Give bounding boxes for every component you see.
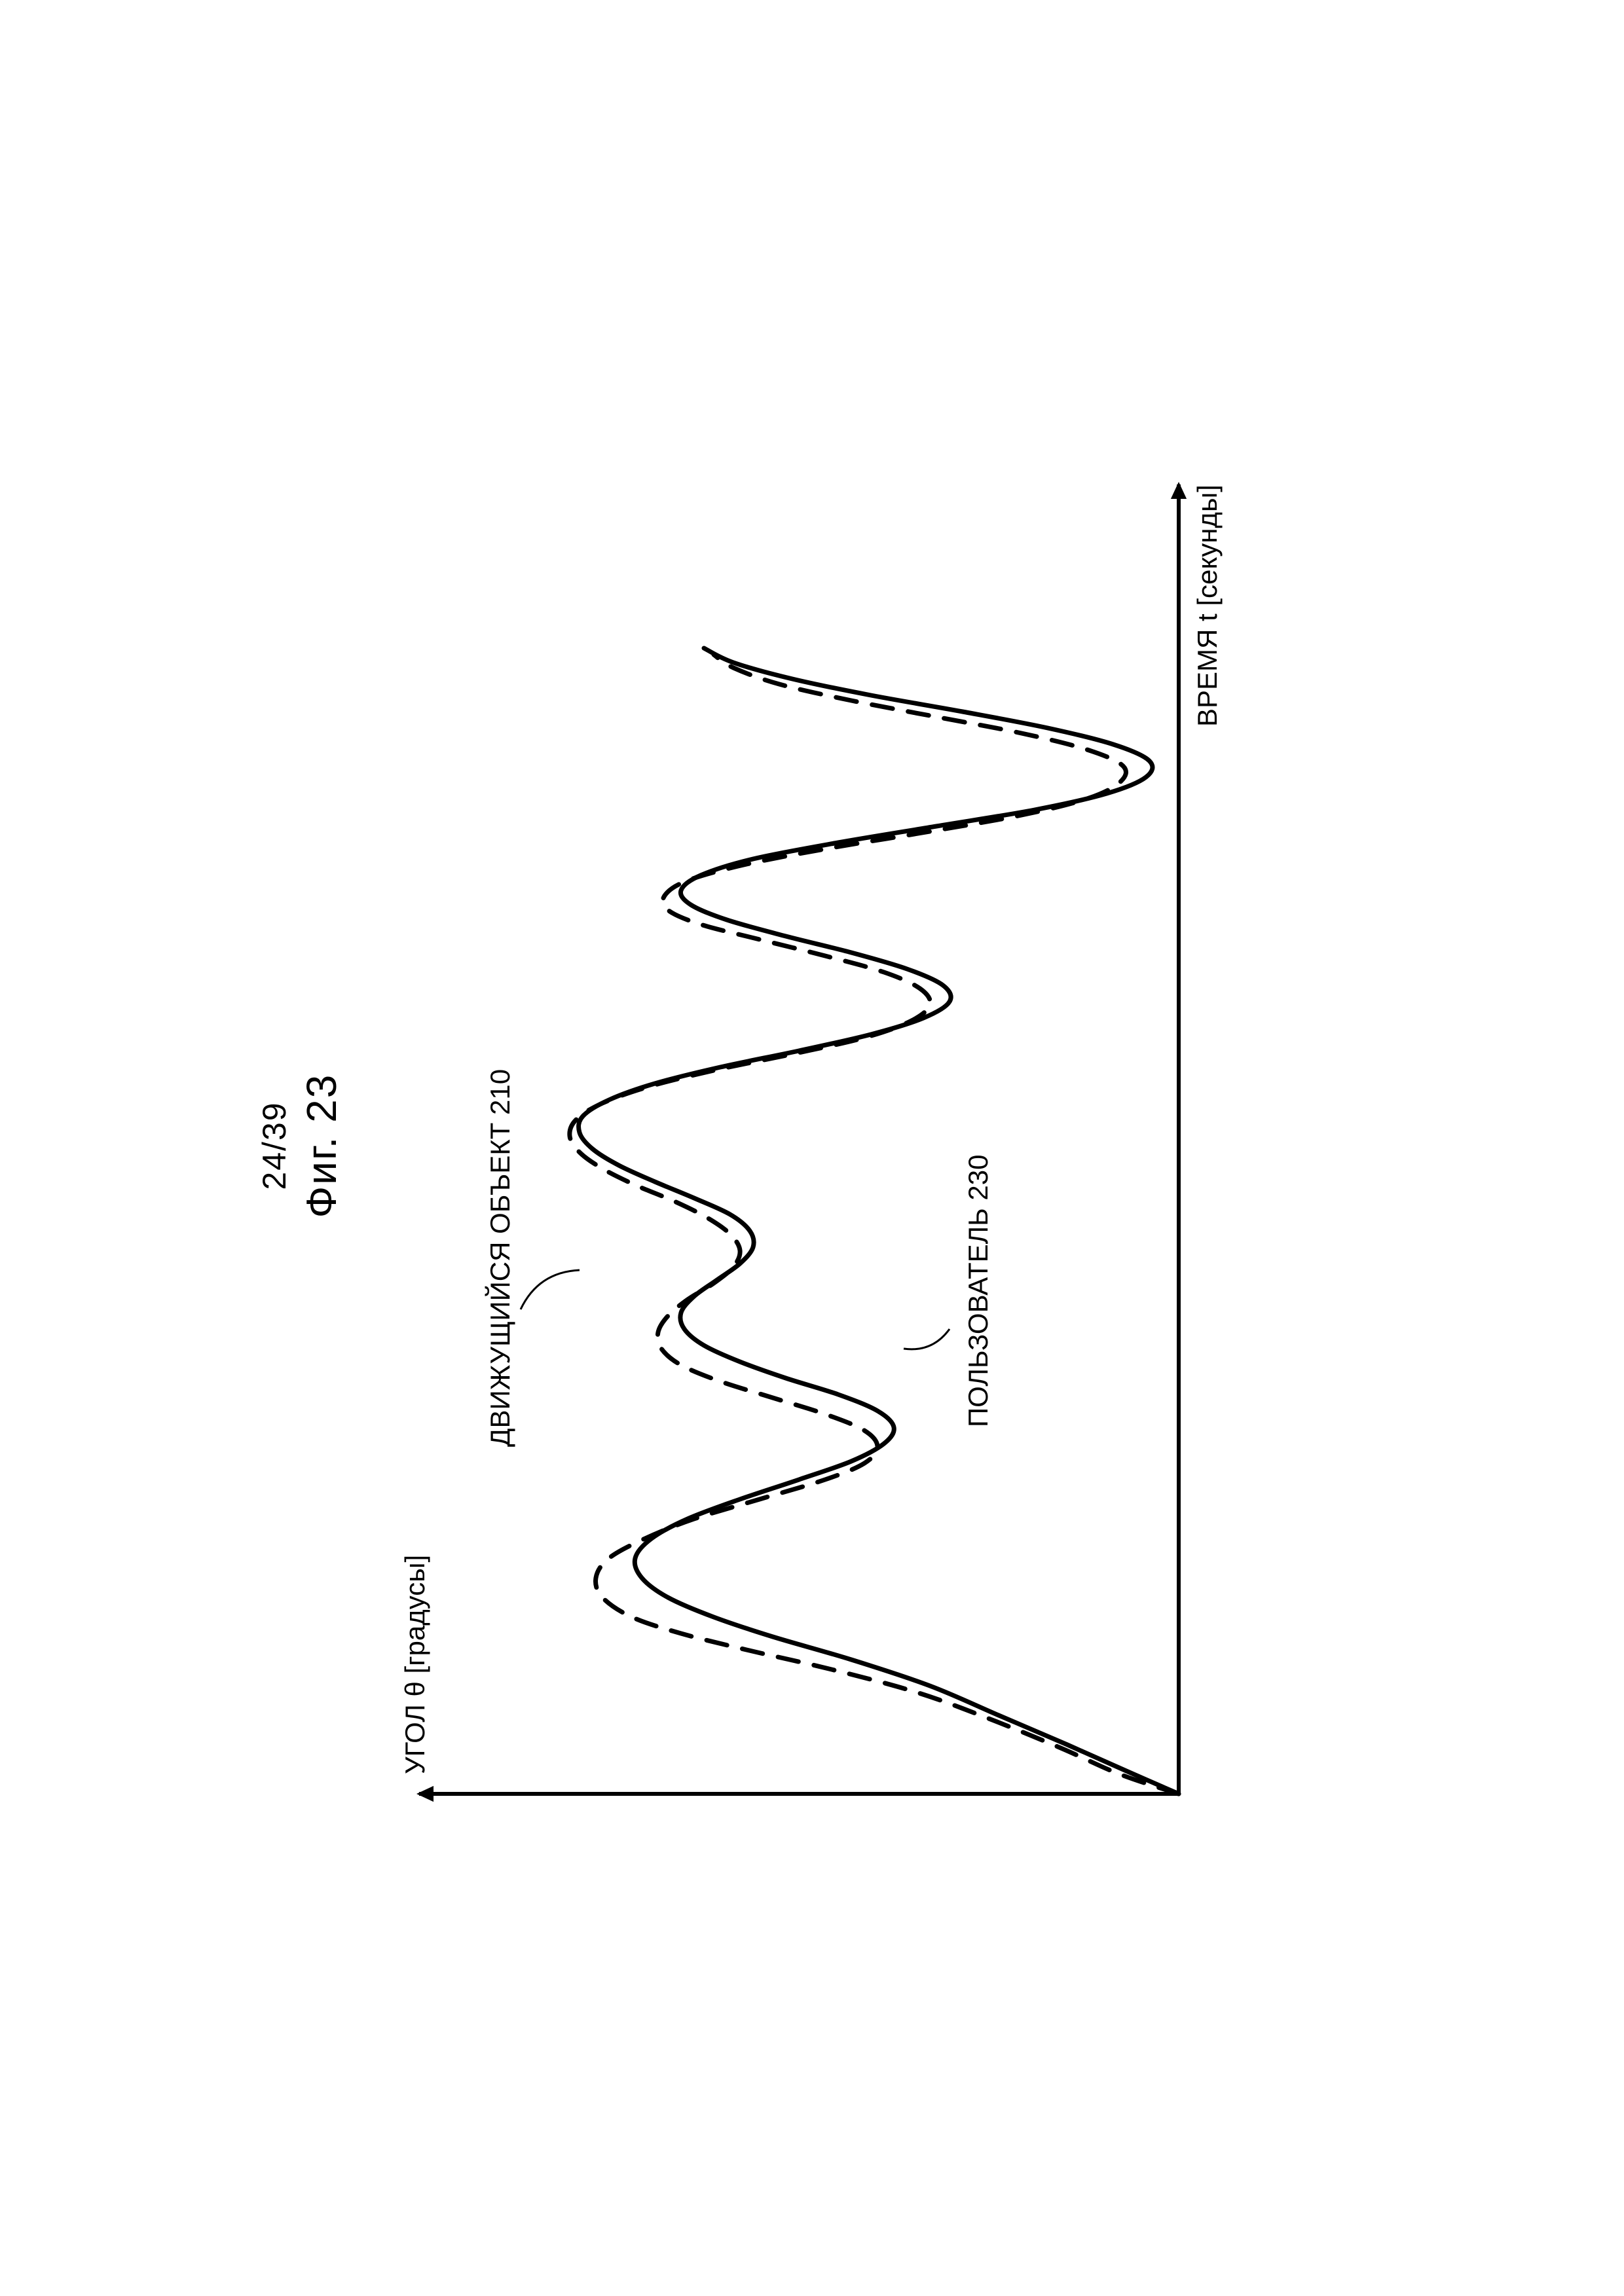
series-group — [570, 648, 1179, 1794]
plot-area: УГОЛ θ [градусы] ВРЕМЯ t [секунды] ДВИЖУ… — [406, 458, 1257, 1833]
user-series-line — [579, 648, 1179, 1794]
chart-svg — [406, 458, 1257, 1833]
figure-rotated-container: 24/39 Фиг. 23 УГОЛ θ [градусы] ВРЕМЯ t [… — [255, 295, 1369, 1997]
figure-title: Фиг. 23 — [297, 295, 346, 1997]
moving-object-series-line — [570, 655, 1179, 1794]
page-number: 24/39 — [255, 295, 293, 1997]
page: 24/39 Фиг. 23 УГОЛ θ [градусы] ВРЕМЯ t [… — [0, 0, 1624, 2296]
figure-header: 24/39 Фиг. 23 — [255, 295, 346, 1997]
